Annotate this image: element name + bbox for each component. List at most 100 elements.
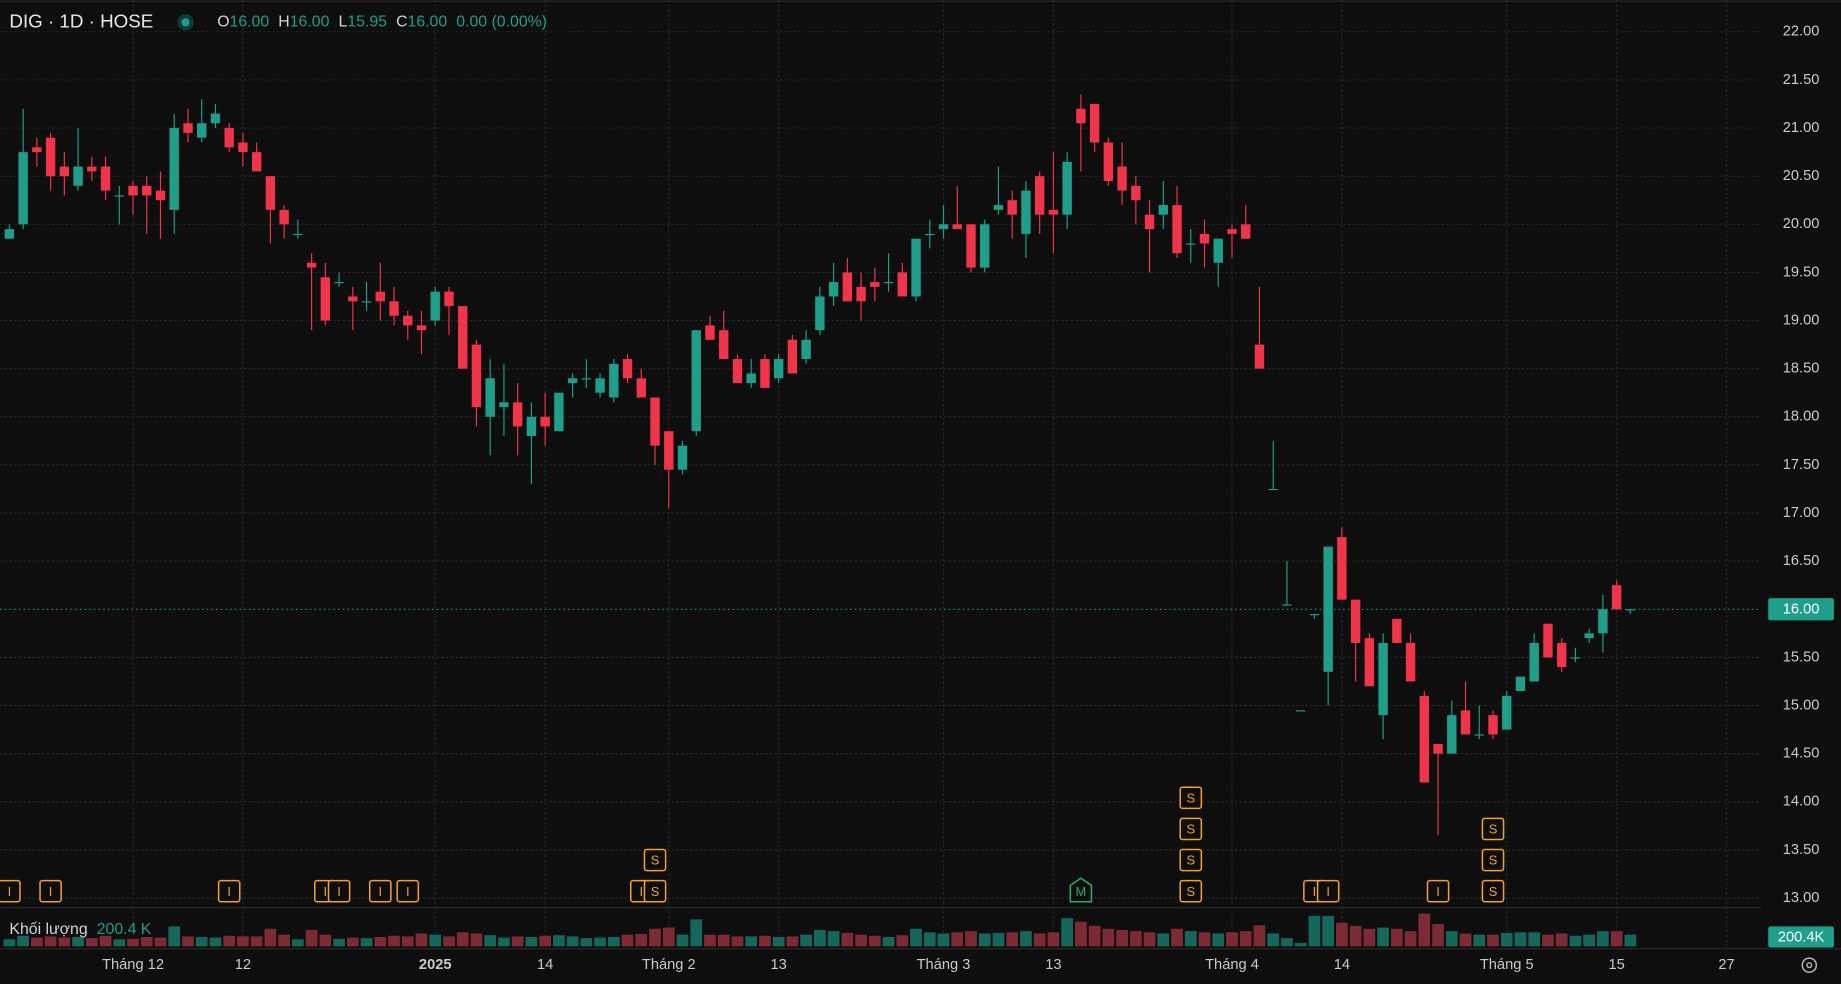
candle-body (1282, 604, 1292, 606)
event-badge-box (39, 879, 62, 903)
candle-body (210, 113, 221, 124)
volume-bar (30, 937, 43, 947)
volume-bar (635, 934, 648, 947)
volume-bar (841, 932, 854, 947)
candle-body (993, 205, 1004, 210)
candle-body (1556, 642, 1567, 668)
volume-bar (827, 931, 840, 947)
volume-bar (72, 936, 84, 947)
volume-bar (1212, 933, 1225, 947)
y-tick-label: 13.50 (1783, 842, 1820, 858)
volume-bar (140, 936, 153, 947)
event-badge: S (643, 879, 667, 903)
candle-body (320, 277, 331, 321)
event-badge-label: I (227, 884, 231, 899)
volume-bar (44, 936, 57, 947)
volume-bar (1583, 934, 1596, 947)
candle-body (554, 392, 564, 432)
x-tick-label: 15 (1608, 957, 1624, 973)
event-badge-label: I (8, 884, 12, 899)
candle-body (155, 190, 166, 201)
volume-bar (195, 936, 208, 947)
event-badge-label: M (1076, 884, 1087, 899)
settings-icon[interactable] (1801, 957, 1818, 973)
candle-body (87, 166, 97, 172)
volume-bar (1239, 931, 1252, 947)
candle-body (375, 291, 385, 302)
volume-bar (511, 936, 524, 947)
volume-bar (113, 939, 126, 947)
candle-body (238, 142, 248, 153)
x-tick-label: Tháng 12 (102, 957, 164, 973)
candle-body (938, 224, 949, 230)
settings-button[interactable] (1801, 957, 1818, 973)
volume-bar (786, 936, 799, 947)
volume-bar (910, 928, 922, 947)
volume-bar (580, 938, 593, 947)
event-badge-box (1179, 848, 1203, 872)
event-badge-label: S (1186, 822, 1195, 837)
event-badge-label: I (406, 884, 410, 899)
candle-body (18, 152, 28, 225)
event-badge: I (327, 879, 351, 903)
volume-bar (1088, 925, 1101, 947)
candle-body (622, 359, 633, 379)
candle-body (911, 238, 921, 297)
volume-bar (1061, 918, 1074, 947)
volume-bar (1143, 932, 1156, 947)
y-tick-label: 17.50 (1783, 457, 1820, 473)
volume-bar (1267, 933, 1280, 947)
volume-bar (168, 926, 181, 947)
volume-bar (1171, 928, 1183, 947)
candle-body (650, 397, 660, 446)
candle-body (1241, 224, 1251, 239)
volume-bar (305, 929, 318, 947)
y-tick-label: 14.00 (1783, 794, 1820, 810)
candle-body (1529, 642, 1539, 682)
event-badge-label: I (1436, 884, 1440, 899)
volume-bar (360, 938, 373, 947)
candle-body (100, 166, 111, 191)
candle-body (32, 147, 42, 153)
candle-body (1611, 585, 1622, 610)
volume-bar (731, 936, 744, 947)
volume-bar (704, 934, 716, 947)
candle-body (1460, 710, 1471, 735)
candle-body (1186, 243, 1196, 245)
event-badge: I (368, 879, 392, 903)
candle-body (499, 402, 509, 408)
candle-body (1131, 185, 1141, 201)
last-price-label: 16.00 (1783, 602, 1820, 618)
open-key: O (217, 14, 229, 31)
volume-bar (759, 935, 771, 947)
event-badge-label: S (1489, 822, 1498, 837)
event-badge: I (1316, 879, 1340, 903)
candle-body (691, 330, 701, 432)
candle-body (279, 209, 289, 225)
low-value: 15.95 (347, 14, 387, 31)
candle-body (1488, 715, 1498, 735)
candle-body (1021, 190, 1031, 234)
candle-body (251, 152, 262, 172)
volume-bar (1377, 927, 1389, 947)
event-badge-box (396, 879, 420, 903)
settings-icon-core[interactable] (1806, 962, 1813, 969)
volume-bar (1184, 931, 1197, 947)
candle-body (403, 315, 413, 326)
x-tick-label: 2025 (419, 957, 452, 973)
candle-body (1076, 108, 1086, 124)
candle-body (609, 363, 619, 398)
volume-bar (1459, 933, 1472, 947)
candle-body (801, 339, 811, 360)
candle-body (1199, 233, 1210, 244)
volume-bar (1033, 933, 1046, 947)
volume-bar (662, 927, 675, 947)
event-badge: S (1179, 879, 1203, 903)
volume-bar (99, 935, 112, 947)
volume-bar (388, 935, 400, 947)
ohlc-legend: O16.00 H16.00 L15.95 C16.00 0.00 (0.00%) (217, 14, 547, 31)
candle-body (1433, 744, 1443, 754)
candle-body (1103, 142, 1114, 181)
